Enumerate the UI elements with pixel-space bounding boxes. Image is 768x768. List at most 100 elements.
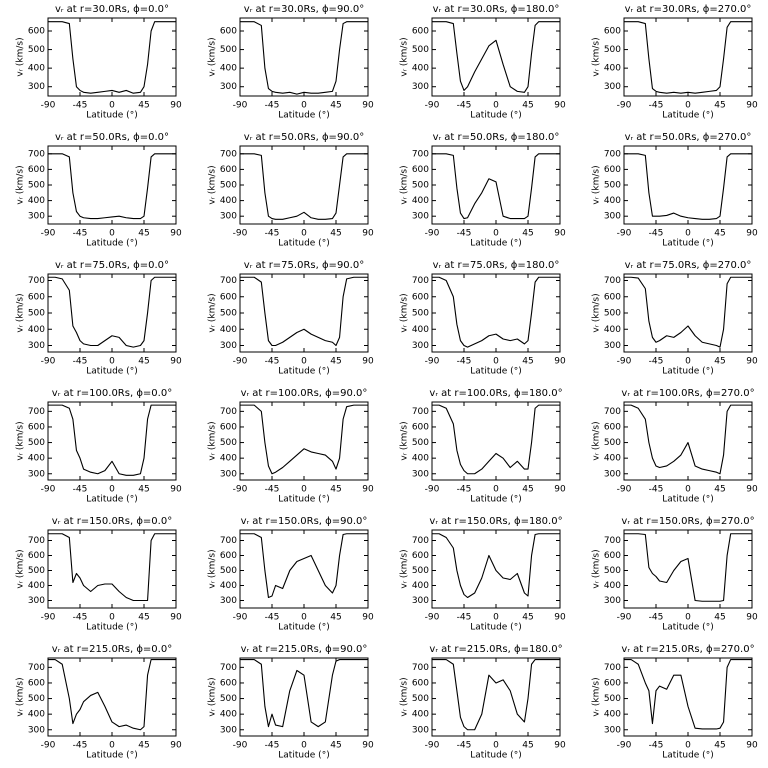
y-tick-label: 600 bbox=[28, 165, 45, 175]
y-tick-label: 400 bbox=[412, 64, 429, 74]
x-tick-label: -45 bbox=[73, 357, 88, 367]
y-tick-label: 400 bbox=[28, 325, 45, 335]
y-tick-label: 500 bbox=[604, 438, 621, 448]
x-tick-label: -90 bbox=[41, 229, 56, 239]
x-tick-label: -45 bbox=[265, 229, 280, 239]
x-tick-label: 45 bbox=[714, 485, 725, 495]
plot-frame bbox=[431, 529, 561, 609]
x-tick-label: -90 bbox=[425, 101, 440, 111]
x-tick-label: -90 bbox=[233, 357, 248, 367]
data-line bbox=[48, 153, 176, 220]
y-axis-label: vᵣ (km/s) bbox=[592, 165, 602, 204]
x-axis-label: Latitude (°) bbox=[662, 239, 713, 249]
data-line bbox=[624, 153, 752, 220]
x-tick-label: 90 bbox=[362, 357, 374, 367]
y-tick-label: 700 bbox=[604, 663, 621, 673]
y-tick-label: 500 bbox=[220, 181, 237, 191]
x-tick-label: 90 bbox=[170, 357, 182, 367]
y-tick-label: 500 bbox=[28, 438, 45, 448]
y-tick-label: 500 bbox=[604, 309, 621, 319]
y-tick-label: 600 bbox=[220, 165, 237, 175]
y-tick-label: 500 bbox=[28, 566, 45, 576]
y-tick-label: 700 bbox=[28, 407, 45, 417]
y-tick-label: 700 bbox=[28, 149, 45, 159]
data-line bbox=[432, 21, 560, 93]
x-tick-label: 90 bbox=[362, 741, 374, 751]
x-axis-label: Latitude (°) bbox=[86, 111, 137, 121]
x-tick-label: -45 bbox=[73, 229, 88, 239]
y-tick-label: 600 bbox=[220, 27, 237, 37]
x-tick-label: -90 bbox=[41, 485, 56, 495]
panel-title: vᵣ at r=30.0Rs, ϕ=180.0° bbox=[433, 4, 560, 15]
x-tick-label: 0 bbox=[109, 357, 115, 367]
y-axis-label: vᵣ (km/s) bbox=[592, 421, 602, 460]
x-tick-label: -90 bbox=[617, 741, 632, 751]
x-tick-label: 45 bbox=[330, 229, 341, 239]
y-tick-label: 600 bbox=[220, 292, 237, 302]
y-axis-label: vᵣ (km/s) bbox=[400, 549, 410, 588]
panel-title: vᵣ at r=100.0Rs, ϕ=0.0° bbox=[52, 388, 172, 399]
y-tick-label: 500 bbox=[28, 694, 45, 704]
plot-frame bbox=[239, 401, 369, 481]
panel-title: vᵣ at r=215.0Rs, ϕ=180.0° bbox=[429, 644, 562, 655]
x-axis-label: Latitude (°) bbox=[86, 623, 137, 633]
x-tick-label: 90 bbox=[746, 485, 758, 495]
x-tick-label: -90 bbox=[425, 485, 440, 495]
x-tick-label: -45 bbox=[457, 229, 472, 239]
y-axis-label: vᵣ (km/s) bbox=[208, 293, 218, 332]
y-axis-label: vᵣ (km/s) bbox=[400, 677, 410, 716]
x-tick-label: 45 bbox=[522, 613, 533, 623]
y-tick-label: 300 bbox=[28, 212, 45, 222]
data-line bbox=[624, 404, 752, 475]
x-tick-label: 90 bbox=[362, 229, 374, 239]
x-tick-label: -45 bbox=[649, 485, 664, 495]
x-tick-label: 45 bbox=[522, 741, 533, 751]
x-tick-label: -90 bbox=[233, 229, 248, 239]
y-axis-label: vᵣ (km/s) bbox=[208, 37, 218, 76]
panel-title: vᵣ at r=50.0Rs, ϕ=180.0° bbox=[433, 132, 560, 143]
x-tick-label: 0 bbox=[493, 485, 499, 495]
x-tick-label: -45 bbox=[457, 741, 472, 751]
y-tick-label: 600 bbox=[220, 422, 237, 432]
y-tick-label: 700 bbox=[220, 276, 237, 286]
y-axis-label: vᵣ (km/s) bbox=[592, 37, 602, 76]
x-tick-label: 90 bbox=[554, 229, 566, 239]
y-tick-label: 400 bbox=[412, 710, 429, 720]
x-tick-label: 45 bbox=[138, 101, 149, 111]
x-tick-label: -45 bbox=[73, 485, 88, 495]
y-tick-label: 500 bbox=[604, 45, 621, 55]
x-tick-label: -90 bbox=[233, 485, 248, 495]
x-tick-label: -45 bbox=[649, 613, 664, 623]
y-tick-label: 500 bbox=[412, 438, 429, 448]
y-tick-label: 700 bbox=[28, 663, 45, 673]
y-tick-label: 300 bbox=[220, 596, 237, 606]
y-tick-label: 600 bbox=[28, 678, 45, 688]
y-tick-label: 300 bbox=[412, 469, 429, 479]
x-tick-label: 90 bbox=[362, 485, 374, 495]
x-tick-label: -90 bbox=[617, 613, 632, 623]
x-tick-label: 90 bbox=[554, 101, 566, 111]
x-tick-label: 45 bbox=[522, 357, 533, 367]
x-tick-label: 90 bbox=[170, 613, 182, 623]
y-tick-label: 500 bbox=[604, 694, 621, 704]
y-axis-label: vᵣ (km/s) bbox=[16, 293, 26, 332]
y-tick-label: 300 bbox=[412, 212, 429, 222]
y-tick-label: 400 bbox=[28, 196, 45, 206]
x-tick-label: 90 bbox=[746, 357, 758, 367]
panel-title: vᵣ at r=150.0Rs, ϕ=270.0° bbox=[621, 516, 754, 527]
x-tick-label: -90 bbox=[41, 357, 56, 367]
x-tick-label: 45 bbox=[714, 613, 725, 623]
x-tick-label: 0 bbox=[109, 741, 115, 751]
x-tick-label: 45 bbox=[138, 613, 149, 623]
y-tick-label: 600 bbox=[604, 678, 621, 688]
y-tick-label: 600 bbox=[28, 551, 45, 561]
y-tick-label: 300 bbox=[604, 725, 621, 735]
x-tick-label: 90 bbox=[170, 485, 182, 495]
y-tick-label: 400 bbox=[604, 325, 621, 335]
x-tick-label: 0 bbox=[301, 485, 307, 495]
x-tick-label: 45 bbox=[330, 741, 341, 751]
x-tick-label: 90 bbox=[554, 485, 566, 495]
x-tick-label: 0 bbox=[493, 229, 499, 239]
y-tick-label: 400 bbox=[220, 325, 237, 335]
